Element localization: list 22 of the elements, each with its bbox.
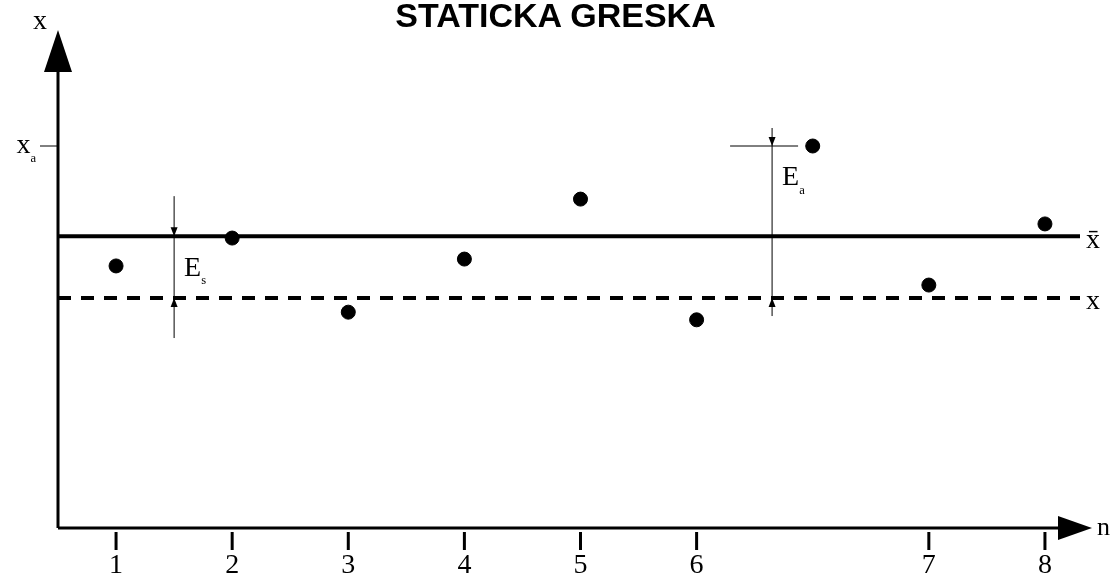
x-tick-label: 1 (109, 548, 124, 580)
point (921, 277, 937, 293)
chart-title: STATICKA GRESKA (395, 0, 716, 34)
point (805, 138, 821, 154)
x-tick-label: 8 (1037, 548, 1052, 580)
y-axis-title: x (33, 4, 47, 36)
x-tick-label: 2 (225, 548, 240, 580)
x-tick-label: 7 (921, 548, 936, 580)
x-tick-label: 4 (457, 548, 472, 580)
point (224, 230, 240, 246)
point (108, 258, 124, 274)
x-tick-label: 6 (689, 548, 704, 580)
ref-line-label: x̄ (1086, 222, 1100, 254)
point (1037, 216, 1053, 232)
x-tick-label: 3 (341, 548, 356, 580)
ref-line-label: x (1086, 284, 1100, 316)
x-tick-label: 5 (573, 548, 588, 580)
point (689, 312, 705, 328)
point (573, 191, 588, 207)
point (340, 304, 356, 320)
x-axis-title: n (1097, 511, 1110, 541)
point (456, 251, 472, 267)
